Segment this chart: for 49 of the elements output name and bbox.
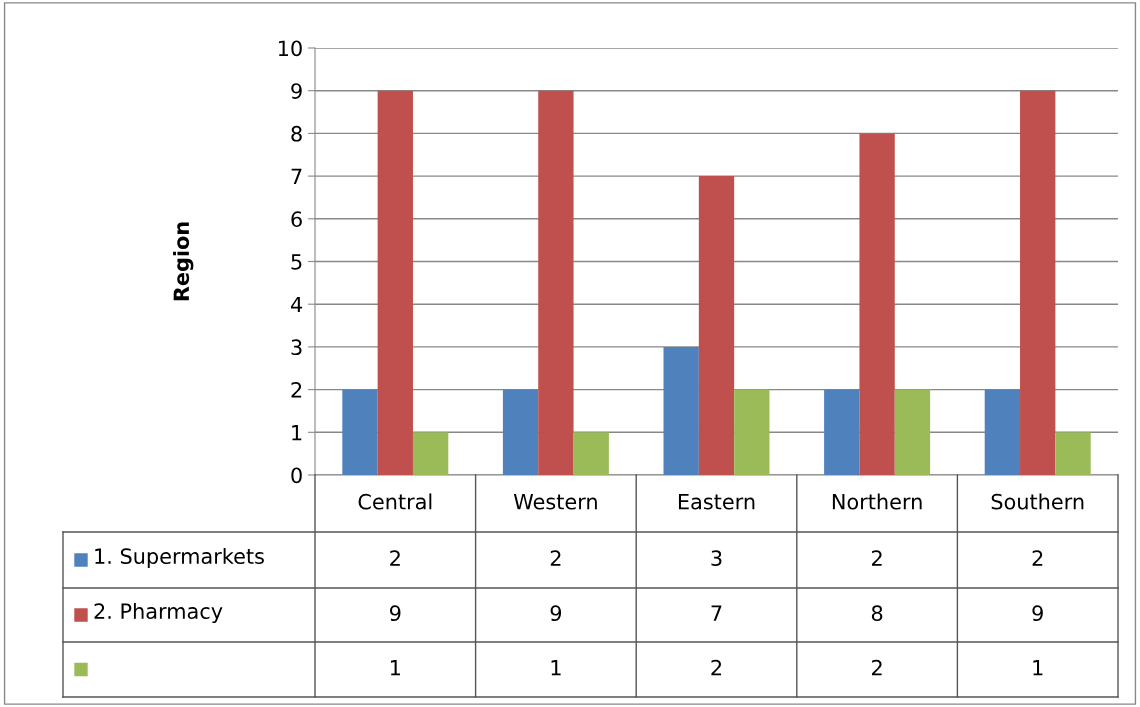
- bar: [1055, 432, 1091, 475]
- y-tick-label: 3: [291, 339, 302, 356]
- x-tick-label: Southern: [991, 493, 1084, 510]
- legend-label: 2. Pharmacy: [94, 602, 223, 624]
- y-tick-label: 4: [290, 296, 303, 313]
- bar: [502, 389, 539, 475]
- data-label: 2: [1032, 550, 1043, 566]
- y-tick-label: 2: [291, 382, 302, 398]
- bar: [412, 432, 449, 475]
- data-label: 7: [711, 605, 722, 621]
- bar: [342, 389, 378, 475]
- bar: [894, 389, 931, 475]
- y-tick-label: 0: [291, 467, 302, 484]
- data-label: 2: [872, 659, 882, 676]
- x-tick-label: Central: [358, 493, 432, 510]
- bar: [377, 90, 413, 475]
- x-tick-label: Eastern: [678, 494, 755, 510]
- x-tick-label: Western: [513, 494, 597, 510]
- legend-label: 1. Supermarkets: [95, 547, 264, 569]
- y-tick-label: 6: [291, 211, 302, 228]
- bar: [984, 389, 1021, 475]
- data-label: 8: [871, 605, 883, 622]
- y-tick-label: 1: [292, 425, 302, 441]
- data-label: 9: [389, 605, 401, 622]
- data-label: 2: [550, 550, 561, 566]
- data-label: 2: [872, 550, 882, 566]
- bar: [663, 346, 699, 475]
- bar: [1020, 90, 1056, 475]
- data-label: 2: [711, 659, 722, 676]
- y-tick-label: 8: [291, 125, 302, 142]
- data-label: 9: [1032, 605, 1043, 622]
- data-label: 1: [390, 660, 400, 676]
- bar: [859, 133, 895, 475]
- data-label: 9: [550, 605, 562, 622]
- x-tick-label: Northern: [832, 493, 922, 510]
- y-tick-label: 9: [291, 83, 302, 99]
- data-label: 3: [711, 550, 722, 567]
- y-tick-label: 5: [291, 254, 302, 270]
- data-label: 2: [390, 550, 400, 566]
- data-label: 1: [551, 660, 561, 676]
- data-label: 1: [1033, 660, 1043, 676]
- y-tick-label: 10: [278, 40, 302, 57]
- y-tick-label: 7: [291, 168, 302, 185]
- bar: [573, 432, 609, 475]
- bar: [538, 90, 574, 475]
- bar: [734, 389, 770, 475]
- y-axis-title: Region: [173, 222, 194, 301]
- bar: [698, 176, 735, 475]
- bar: [824, 389, 860, 475]
